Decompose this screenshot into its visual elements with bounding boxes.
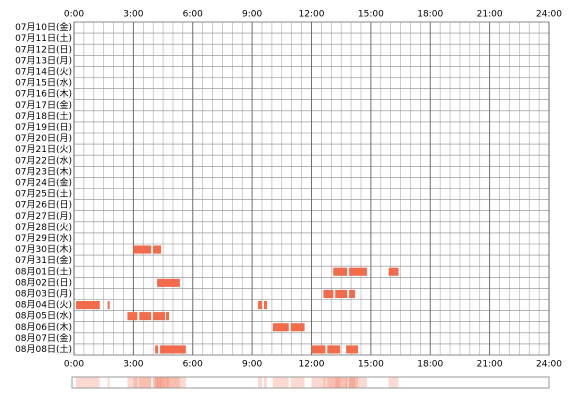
x-tick-label: 21:00 [477, 360, 503, 370]
summary-block [388, 377, 399, 388]
activity-block [264, 301, 267, 310]
summary-block [333, 377, 348, 388]
row-label: 07月17日(金) [15, 99, 72, 111]
summary-block [272, 377, 289, 388]
row-label: 08月02日(日) [15, 277, 72, 288]
activity-block [153, 312, 166, 321]
activity-block [153, 245, 162, 254]
row-label: 07月23日(木) [15, 165, 72, 177]
row-label: 07月16日(木) [15, 88, 72, 100]
row-label: 08月01日(土) [15, 265, 72, 277]
activity-block [335, 289, 348, 298]
row-label: 07月10日(金) [15, 21, 72, 33]
summary-strip [71, 376, 550, 389]
row-label: 08月06日(木) [15, 321, 72, 333]
x-tick-label: 3:00 [123, 10, 143, 20]
x-tick-label: 24:00 [536, 360, 562, 370]
activity-block [160, 345, 186, 354]
row-label: 08月04日(火) [15, 300, 72, 311]
row-label: 07月19日(日) [15, 122, 72, 133]
row-label: 08月03日(月) [15, 288, 72, 299]
activity-block [272, 323, 289, 332]
activity-block [327, 345, 341, 354]
summary-block [349, 377, 356, 388]
row-label: 07月18日(土) [15, 110, 72, 122]
activity-block [346, 345, 359, 354]
summary-block [264, 377, 267, 388]
summary-block [107, 377, 110, 388]
activity-block [157, 278, 180, 287]
row-label: 07月21日(火) [15, 144, 72, 155]
activity-block [155, 345, 159, 354]
summary-block [346, 377, 359, 388]
x-tick-label: 18:00 [417, 10, 443, 20]
row-label: 07月29日(水) [15, 232, 72, 244]
summary-block [290, 377, 305, 388]
summary-block [166, 377, 169, 388]
summary-block [349, 377, 367, 388]
row-label: 07月24日(金) [15, 176, 72, 188]
activity-block [290, 323, 305, 332]
summary-block [323, 377, 334, 388]
row-label: 07月30日(木) [15, 243, 72, 255]
row-label: 07月31日(金) [15, 254, 72, 266]
x-tick-label: 9:00 [242, 10, 262, 20]
row-label: 07月13日(月) [15, 55, 72, 66]
x-tick-label: 0:00 [64, 10, 84, 20]
summary-block [127, 377, 138, 388]
row-label: 07月28日(火) [15, 222, 72, 233]
summary-block [160, 377, 186, 388]
summary-block [335, 377, 348, 388]
x-tick-label: 15:00 [358, 10, 384, 20]
x-tick-label: 12:00 [299, 360, 325, 370]
activity-block [139, 312, 152, 321]
row-label: 08月05日(水) [15, 310, 72, 322]
x-tick-label: 18:00 [417, 360, 443, 370]
row-label: 07月25日(土) [15, 188, 72, 200]
summary-block [155, 377, 159, 388]
row-label: 07月14日(火) [15, 66, 72, 77]
x-tick-label: 6:00 [183, 10, 203, 20]
activity-block [333, 267, 348, 276]
summary-block [311, 377, 326, 388]
row-label: 07月12日(日) [15, 44, 72, 55]
row-label: 07月26日(日) [15, 200, 72, 211]
summary-block [327, 377, 341, 388]
summary-block [157, 377, 180, 388]
row-label: 07月20日(月) [15, 133, 72, 144]
activity-block [349, 267, 367, 276]
summary-block [75, 377, 100, 388]
activity-block [311, 345, 326, 354]
summary-block [258, 377, 263, 388]
x-tick-label: 21:00 [477, 10, 503, 20]
summary-block [139, 377, 152, 388]
activity-block [258, 301, 263, 310]
row-label: 07月11日(土) [15, 32, 72, 44]
activity-block [75, 301, 100, 310]
activity-block [323, 289, 334, 298]
x-tick-label: 3:00 [123, 360, 143, 370]
row-label: 07月22日(水) [15, 154, 72, 166]
x-tick-label: 24:00 [536, 10, 562, 20]
summary-block [153, 377, 166, 388]
x-tick-label: 15:00 [358, 360, 384, 370]
activity-block [133, 245, 152, 254]
x-tick-label: 12:00 [299, 10, 325, 20]
row-label: 08月07日(金) [15, 332, 72, 344]
x-tick-label: 0:00 [64, 360, 84, 370]
activity-block [107, 301, 110, 310]
row-label: 08月08日(土) [15, 343, 72, 355]
x-tick-label: 9:00 [242, 360, 262, 370]
row-label: 07月27日(月) [15, 211, 72, 222]
summary-block [133, 377, 152, 388]
activity-block [388, 267, 399, 276]
summary-block [153, 377, 162, 388]
x-tick-label: 6:00 [183, 360, 203, 370]
row-label: 07月15日(水) [15, 77, 72, 89]
activity-block [349, 289, 356, 298]
activity-block [166, 312, 169, 321]
activity-block [127, 312, 138, 321]
